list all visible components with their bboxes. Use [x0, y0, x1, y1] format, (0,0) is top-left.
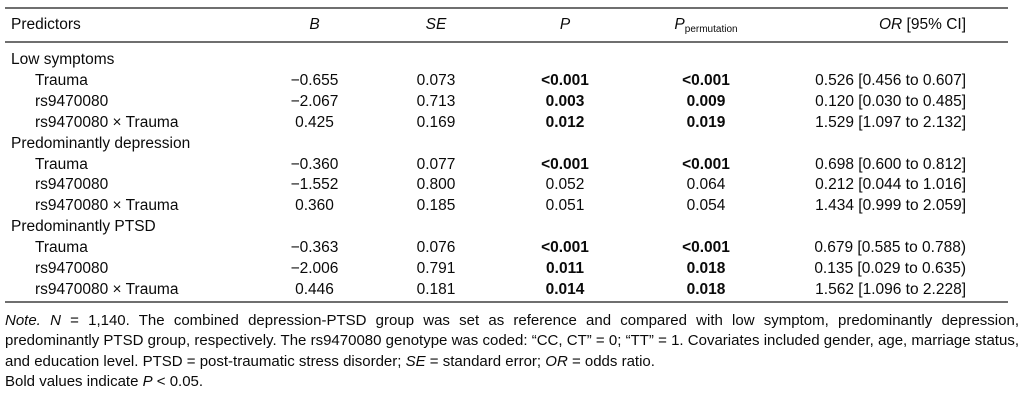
group-header-row: Low symptoms	[5, 42, 1008, 71]
table-row: rs9470080 −2.067 0.713 0.003 0.009 0.120…	[5, 92, 1008, 113]
cell-p-permutation: <0.001	[682, 155, 730, 173]
cell-p: 0.052	[545, 176, 585, 194]
p-permutation-symbol: P	[674, 15, 685, 33]
cell-predictor: rs9470080 × Trauma	[35, 197, 179, 215]
group-label: Predominantly PTSD	[11, 218, 156, 236]
cell-p: 0.014	[500, 279, 630, 303]
bold-note-p-symbol: P	[142, 373, 153, 391]
note-bold-values-line: Bold values indicate P < 0.05.	[5, 372, 1019, 393]
col-header-se: SE	[372, 8, 500, 43]
cell-p: 0.003	[545, 92, 585, 110]
cell-se: 0.181	[372, 279, 500, 303]
note-space	[41, 312, 50, 329]
note-or-symbol: OR	[545, 352, 568, 370]
group-header-row: Predominantly PTSD	[5, 217, 1008, 238]
table-row: Trauma −0.363 0.076 <0.001 <0.001 0.679 …	[5, 238, 1008, 259]
cell-p: <0.001	[541, 71, 589, 89]
cell-se: 0.077	[416, 155, 456, 173]
cell-or-ci: 0.120 [0.030 to 0.485]	[815, 92, 966, 110]
cell-p-permutation: 0.019	[686, 113, 726, 131]
cell-p-permutation: 0.018	[630, 279, 782, 303]
note-text-or: = odds ratio.	[567, 352, 655, 370]
cell-b: 0.446	[257, 279, 372, 303]
cell-or-ci: 1.562 [1.096 to 2.228]	[782, 279, 1008, 303]
cell-or-ci: 0.135 [0.029 to 0.635)	[814, 260, 966, 278]
table-row: rs9470080 −2.006 0.791 0.011 0.018 0.135…	[5, 259, 1008, 280]
col-header-b: B	[257, 8, 372, 43]
col-header-p: P	[500, 8, 630, 43]
cell-predictor: Trauma	[35, 155, 88, 173]
group-label: Low symptoms	[11, 51, 115, 68]
cell-p: <0.001	[541, 155, 589, 173]
cell-predictor: Trauma	[35, 239, 88, 257]
cell-se: 0.791	[416, 260, 456, 278]
cell-p-permutation: 0.018	[686, 260, 726, 278]
table-header: Predictors B SE P Ppermutation OR [95% C…	[5, 8, 1008, 43]
note-body: Note. N = 1,140. The combined depression…	[5, 312, 1019, 370]
note-text-main: = 1,140. The combined depression-PTSD gr…	[5, 311, 1019, 370]
cell-or-ci: 0.212 [0.044 to 1.016]	[815, 176, 966, 194]
table-row: rs9470080 −1.552 0.800 0.052 0.064 0.212…	[5, 175, 1008, 196]
cell-or-ci: 0.698 [0.600 to 0.812]	[815, 155, 966, 173]
results-table: Predictors B SE P Ppermutation OR [95% C…	[5, 7, 1008, 303]
cell-or-ci: 0.526 [0.456 to 0.607]	[815, 71, 966, 89]
cell-or-ci: 1.434 [0.999 to 2.059]	[815, 197, 966, 215]
cell-b: 0.360	[295, 197, 334, 215]
cell-b: 0.425	[295, 113, 334, 131]
col-header-or-ci: OR [95% CI]	[782, 8, 1008, 43]
cell-predictor: rs9470080 × Trauma	[35, 113, 179, 131]
cell-p-permutation: <0.001	[682, 71, 730, 89]
table-body: Low symptoms Trauma −0.655 0.073 <0.001 …	[5, 42, 1008, 303]
header-row: Predictors B SE P Ppermutation OR [95% C…	[5, 8, 1008, 43]
table-row: rs9470080 × Trauma 0.360 0.185 0.051 0.0…	[5, 196, 1008, 217]
cell-p: 0.011	[546, 260, 584, 278]
cell-predictor: Trauma	[35, 71, 88, 89]
p-permutation-subscript: permutation	[684, 23, 738, 35]
cell-se: 0.076	[416, 239, 456, 257]
table-row: rs9470080 × Trauma 0.425 0.169 0.012 0.0…	[5, 113, 1008, 134]
bold-note-text: Bold values indicate	[5, 373, 143, 391]
note-label: Note.	[5, 311, 41, 329]
col-header-predictors: Predictors	[5, 8, 257, 43]
cell-predictor: rs9470080 × Trauma	[5, 279, 257, 303]
cell-p-permutation: 0.009	[686, 92, 726, 110]
group-label: Predominantly depression	[11, 134, 191, 152]
cell-se: 0.185	[416, 197, 456, 215]
cell-or-ci: 1.529 [1.097 to 2.132]	[815, 113, 966, 131]
cell-b: −2.006	[290, 260, 339, 278]
cell-b: −0.655	[290, 71, 339, 89]
table-row: Trauma −0.655 0.073 <0.001 <0.001 0.526 …	[5, 71, 1008, 92]
table-row: rs9470080 × Trauma 0.446 0.181 0.014 0.0…	[5, 279, 1008, 303]
cell-predictor: rs9470080	[35, 176, 109, 194]
cell-or-ci: 0.679 [0.585 to 0.788)	[814, 239, 966, 257]
cell-se: 0.073	[416, 71, 456, 89]
col-header-p-permutation: Ppermutation	[630, 8, 782, 43]
group-header-row: Predominantly depression	[5, 134, 1008, 155]
cell-p: <0.001	[541, 239, 589, 257]
bold-note-threshold: < 0.05.	[152, 373, 204, 391]
note-text-se: = standard error;	[425, 352, 546, 370]
ci-label: [95% CI]	[902, 16, 966, 33]
cell-b: −2.067	[290, 92, 339, 110]
note-n-symbol: N	[50, 311, 61, 329]
cell-se: 0.800	[416, 176, 456, 194]
cell-b: −1.552	[290, 176, 339, 194]
cell-p: 0.012	[545, 113, 585, 131]
cell-se: 0.169	[416, 113, 456, 131]
or-symbol: OR	[879, 16, 903, 33]
cell-p-permutation: <0.001	[682, 239, 730, 257]
cell-p-permutation: 0.054	[686, 197, 726, 215]
cell-b: −0.360	[290, 155, 339, 173]
cell-predictor: rs9470080	[35, 260, 109, 278]
cell-p: 0.051	[545, 197, 585, 215]
note-se-symbol: SE	[405, 352, 426, 370]
cell-se: 0.713	[416, 92, 456, 110]
cell-b: −0.363	[290, 239, 339, 257]
cell-predictor: rs9470080	[35, 92, 109, 110]
table-note: Note. N = 1,140. The combined depression…	[5, 311, 1019, 393]
cell-p-permutation: 0.064	[686, 176, 726, 194]
table-row: Trauma −0.360 0.077 <0.001 <0.001 0.698 …	[5, 155, 1008, 176]
